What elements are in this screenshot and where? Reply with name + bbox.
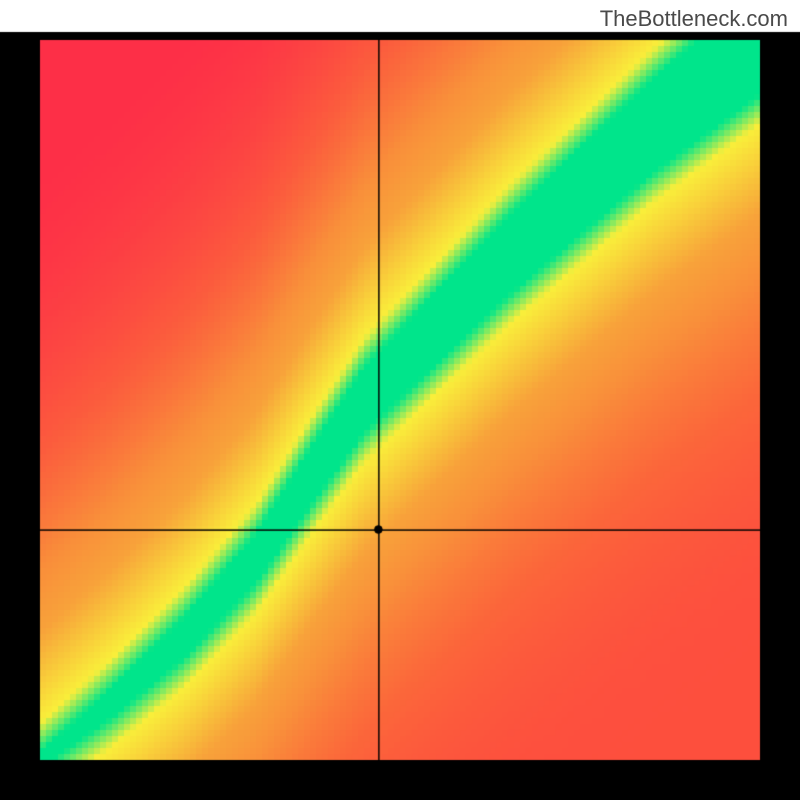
watermark-text: TheBottleneck.com [600,6,788,32]
chart-container: TheBottleneck.com [0,0,800,800]
bottleneck-heatmap [0,0,800,800]
